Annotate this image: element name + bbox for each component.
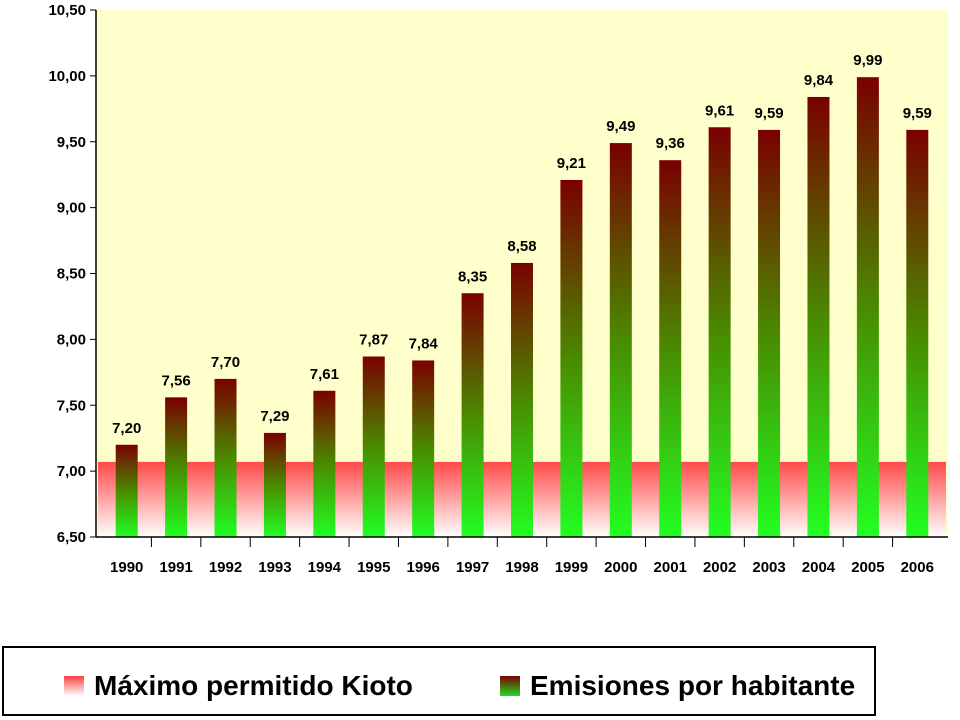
bar-2006 (906, 129, 929, 537)
data-label-1998: 8,58 (507, 238, 536, 255)
x-tick-label-2005: 2005 (851, 559, 884, 576)
y-tick-label-4: 8,50 (57, 266, 86, 283)
data-label-1993: 7,29 (260, 408, 289, 425)
x-tick-label-2006: 2006 (901, 559, 934, 576)
legend-label-emisiones: Emisiones por habitante (530, 670, 856, 701)
legend-label-kioto: Máximo permitido Kioto (94, 670, 413, 701)
x-tick-label-1994: 1994 (308, 559, 342, 576)
bar-1996 (412, 360, 435, 537)
data-label-2001: 9,36 (656, 135, 685, 152)
y-tick-label-0: 6,50 (57, 529, 86, 546)
bar-1998 (511, 262, 533, 537)
x-tick-label-1991: 1991 (159, 559, 192, 576)
bar-1993 (263, 432, 286, 537)
data-label-1997: 8,35 (458, 268, 487, 285)
data-label-2005: 9,99 (853, 52, 882, 69)
x-tick-label-2001: 2001 (654, 559, 687, 576)
x-tick-label-1990: 1990 (110, 559, 143, 576)
data-label-2003: 9,59 (754, 105, 783, 122)
bar-1999 (560, 179, 583, 537)
x-tick-label-1992: 1992 (209, 559, 242, 576)
data-label-1990: 7,20 (112, 420, 141, 437)
y-tick-label-8: 10,50 (48, 2, 86, 19)
bar-2001 (659, 160, 682, 537)
x-tick-label-2003: 2003 (752, 559, 785, 576)
y-tick-label-1: 7,00 (57, 463, 86, 480)
bar-2002 (708, 127, 731, 537)
data-label-1996: 7,84 (409, 335, 439, 352)
legend-item-emisiones: Emisiones por habitante (500, 670, 855, 702)
data-label-1992: 7,70 (211, 354, 240, 371)
legend-item-kioto: Máximo permitido Kioto (64, 670, 413, 702)
x-tick-label-1999: 1999 (555, 559, 588, 576)
data-label-1999: 9,21 (557, 155, 586, 172)
x-tick-label-1993: 1993 (258, 559, 291, 576)
data-label-1991: 7,56 (162, 372, 191, 389)
y-tick-label-2: 7,50 (57, 397, 86, 414)
data-label-2006: 9,59 (903, 105, 932, 122)
bar-1991 (165, 397, 188, 537)
y-tick-label-7: 10,00 (48, 68, 86, 85)
x-tick-label-2002: 2002 (703, 559, 736, 576)
y-tick-label-5: 9,00 (57, 200, 86, 217)
bar-1995 (362, 356, 385, 537)
chart-svg: 7,20 1990 7,56 1991 7,70 1992 7,29 1993 7,61 1994… (48, 2, 948, 576)
legend: Máximo permitido Kioto Emisiones por hab… (2, 646, 876, 716)
green-gradient-swatch-icon (500, 676, 520, 696)
x-tick-label-1996: 1996 (406, 559, 439, 576)
x-tick-label-1995: 1995 (357, 559, 390, 576)
bar-2003 (758, 129, 781, 537)
y-tick-label-3: 8,00 (57, 331, 86, 348)
bar-1997 (461, 293, 484, 537)
bar-1994 (313, 390, 336, 537)
bar-2004 (807, 96, 830, 537)
data-label-2004: 9,84 (804, 72, 834, 89)
x-tick-label-1998: 1998 (505, 559, 538, 576)
bar-1992 (214, 378, 237, 537)
x-tick-label-2000: 2000 (604, 559, 637, 576)
y-tick-label-6: 9,50 (57, 134, 86, 151)
bar-2005 (856, 77, 879, 537)
data-label-1995: 7,87 (359, 332, 388, 349)
x-tick-label-2004: 2004 (802, 559, 836, 576)
red-gradient-swatch-icon (64, 676, 84, 696)
bar-1990 (115, 444, 138, 537)
bar-2000 (609, 143, 632, 537)
data-label-2002: 9,61 (705, 102, 734, 119)
bar-chart: 7,20 1990 7,56 1991 7,70 1992 7,29 1993 7,61 1994… (48, 2, 948, 576)
data-label-2000: 9,49 (606, 118, 635, 135)
data-label-1994: 7,61 (310, 366, 339, 383)
x-tick-label-1997: 1997 (456, 559, 489, 576)
